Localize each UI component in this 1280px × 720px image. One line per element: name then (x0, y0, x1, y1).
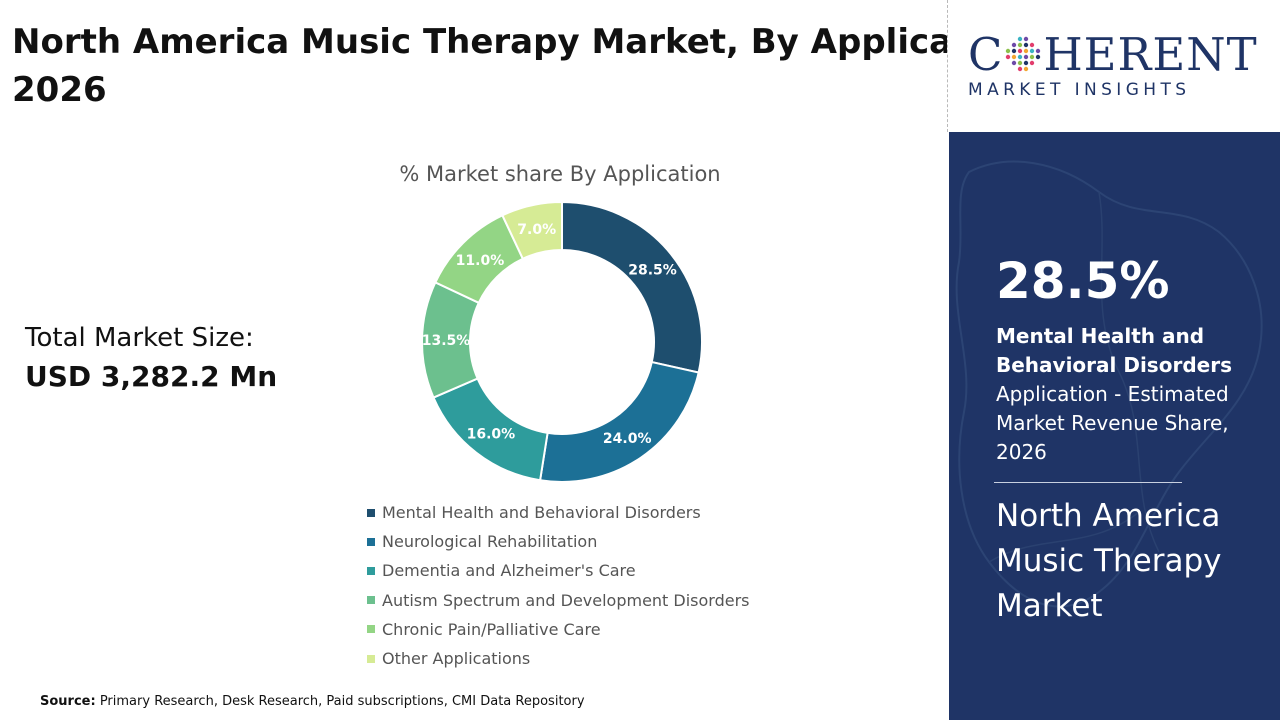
data-label-5: 11.0% (456, 253, 505, 269)
page-title-line-2: 2026 (12, 70, 107, 110)
donut-slices (421, 200, 703, 483)
legend-label: Other Applications (382, 649, 531, 669)
legend-item-6: Other Applications (367, 644, 750, 673)
logo-dot (1012, 60, 1017, 66)
data-label-3: 16.0% (467, 427, 516, 443)
donut-slice-1 (561, 200, 703, 374)
logo-dot (1018, 54, 1023, 60)
source-label: Source: (40, 694, 96, 709)
coherent-logo: C HERENT MARKET INSIGHTS (968, 30, 1268, 101)
logo-dot (1030, 48, 1035, 54)
page-title: North America Music Therapy Market, By A… (12, 18, 947, 114)
legend-item-2: Neurological Rehabilitation (367, 527, 750, 556)
logo-dots-icon (1006, 36, 1041, 72)
legend-swatch (367, 654, 375, 663)
logo-dot (1024, 42, 1029, 48)
map-background-icon (955, 160, 1263, 608)
logo-dot (1018, 42, 1023, 48)
logo-dot (1030, 54, 1035, 60)
chart-title: % Market share By Application (399, 162, 720, 186)
logo-dot (1012, 48, 1017, 54)
legend-label: Dementia and Alzheimer's Care (382, 561, 636, 581)
data-label-4: 13.5% (422, 333, 471, 349)
logo-dot (1024, 48, 1029, 54)
panel-percent: 28.5% (996, 252, 1170, 310)
source-text: Primary Research, Desk Research, Paid su… (95, 694, 585, 709)
legend-label: Neurological Rehabilitation (382, 532, 598, 552)
source-note: Source: Primary Research, Desk Research,… (40, 694, 585, 709)
logo-wordmark: C HERENT (968, 30, 1268, 80)
logo-dot (1024, 54, 1029, 60)
logo-dot (1036, 48, 1041, 54)
legend-swatch (367, 537, 375, 546)
logo-dot (1006, 48, 1011, 54)
legend-item-5: Chronic Pain/Palliative Care (367, 615, 750, 644)
panel-segment: Mental Health and Behavioral Disorders (996, 324, 1232, 377)
donut-slice-6 (501, 200, 563, 261)
panel-divider (994, 482, 1182, 483)
donut-labels: 28.5% 24.0% 16.0% 13.5% 11.0% 7.0% (422, 222, 677, 447)
data-label-2: 24.0% (603, 431, 652, 447)
legend-item-4: Autism Spectrum and Development Disorder… (367, 586, 750, 615)
logo-dot (1018, 66, 1023, 72)
chart-legend: Mental Health and Behavioral Disorders Ne… (367, 498, 750, 673)
logo-dot (1036, 54, 1041, 60)
legend-label: Mental Health and Behavioral Disorders (382, 503, 701, 523)
logo-dot (1006, 54, 1011, 60)
legend-item-1: Mental Health and Behavioral Disorders (367, 498, 750, 527)
logo-dot (1030, 42, 1035, 48)
logo-dot (1024, 66, 1029, 72)
legend-label: Autism Spectrum and Development Disorder… (382, 590, 750, 610)
header-divider (947, 0, 948, 132)
total-market-label: Total Market Size: (25, 323, 254, 353)
donut-slice-2 (538, 360, 700, 483)
legend-swatch (367, 625, 375, 634)
logo-dot (1012, 42, 1017, 48)
data-label-1: 28.5% (628, 262, 677, 278)
logo-dot (1030, 60, 1035, 66)
logo-dot (1018, 48, 1023, 54)
panel-description: Mental Health and Behavioral Disorders A… (996, 322, 1266, 467)
legend-label: Chronic Pain/Palliative Care (382, 619, 601, 639)
panel-market-name: North America Music Therapy Market (996, 498, 1222, 624)
donut-chart: % Market share By Application 28.5% 24.0%… (399, 162, 721, 483)
legend-item-3: Dementia and Alzheimer's Care (367, 556, 750, 585)
legend-swatch (367, 508, 375, 517)
legend-swatch (367, 596, 375, 605)
legend-swatch (367, 566, 375, 575)
data-label-6: 7.0% (517, 222, 556, 238)
highlight-panel: 28.5% Mental Health and Behavioral Disor… (949, 132, 1280, 720)
logo-dot (1024, 60, 1029, 66)
logo-dot (1012, 54, 1017, 60)
logo-word-right: HERENT (1043, 28, 1258, 81)
logo-word-left: C (968, 28, 1004, 81)
logo-dot (1018, 36, 1023, 42)
logo-dot (1024, 36, 1029, 42)
logo-subtitle: MARKET INSIGHTS (968, 80, 1191, 100)
logo-dot (1018, 60, 1023, 66)
total-market-value: USD 3,282.2 Mn (25, 360, 278, 393)
panel-description-text: Application - Estimated Market Revenue S… (996, 382, 1229, 464)
page-title-line-1: North America Music Therapy Market, By A… (12, 22, 947, 62)
